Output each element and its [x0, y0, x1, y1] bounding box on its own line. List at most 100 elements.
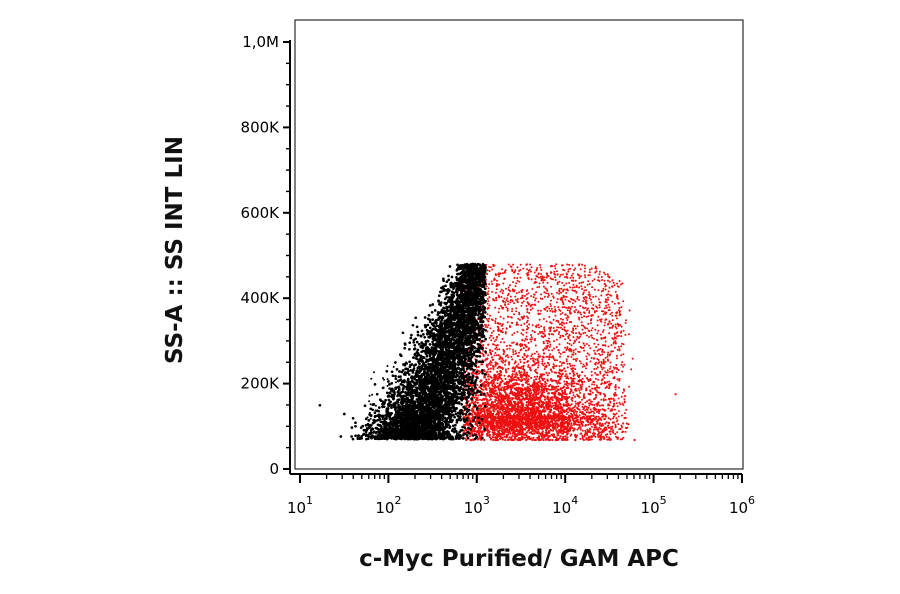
positive-event-dot	[578, 423, 581, 426]
positive-event-dot	[561, 398, 564, 401]
positive-event-dot	[566, 332, 568, 335]
positive-event-dot	[588, 336, 590, 338]
positive-event-dot	[535, 378, 538, 381]
positive-event-dot	[486, 405, 489, 408]
positive-event-dot	[530, 270, 532, 273]
positive-event-dot	[591, 432, 594, 435]
positive-event-dot	[589, 295, 591, 298]
positive-event-dot	[491, 350, 494, 353]
positive-event-dot	[564, 397, 567, 400]
positive-event-dot	[496, 348, 499, 351]
positive-event-dot	[595, 426, 598, 429]
positive-event-dot	[512, 377, 515, 380]
positive-event-dot	[552, 318, 555, 321]
positive-event-dot	[538, 377, 541, 380]
positive-event-dot	[546, 296, 549, 298]
positive-event-dot	[547, 402, 550, 405]
positive-event-dot	[628, 333, 630, 336]
positive-event-dot	[585, 343, 588, 345]
positive-event-dot	[604, 387, 607, 389]
positive-event-dot	[511, 434, 514, 437]
positive-event-dot	[508, 344, 511, 347]
positive-event-dot	[465, 438, 468, 442]
positive-event-dot	[510, 388, 513, 391]
positive-event-dot	[551, 349, 554, 352]
positive-event-dot	[591, 279, 594, 282]
positive-event-dot	[541, 360, 544, 363]
positive-event-dot	[557, 388, 560, 391]
positive-event-dot	[514, 361, 517, 364]
positive-event-dot	[622, 436, 625, 439]
positive-event-dot	[527, 418, 530, 421]
positive-event-dot	[581, 263, 584, 266]
positive-event-dot	[558, 292, 561, 295]
positive-event-dot	[533, 352, 536, 355]
positive-event-dot	[553, 407, 556, 410]
positive-event-dot	[598, 404, 601, 407]
positive-event-dot	[490, 425, 493, 428]
positive-event-dot	[572, 411, 576, 414]
positive-event-dot	[560, 323, 562, 326]
positive-event-dot	[520, 367, 522, 370]
positive-event-dot	[543, 330, 546, 333]
positive-event-dot	[582, 281, 585, 284]
positive-event-dot	[579, 420, 583, 423]
positive-event-dot	[587, 293, 590, 296]
positive-event-dot	[495, 399, 498, 402]
positive-event-dot	[570, 274, 573, 277]
positive-event-dot	[559, 431, 562, 434]
positive-event-dot	[564, 338, 566, 341]
positive-event-dot	[487, 368, 490, 371]
positive-event-dot	[578, 277, 581, 279]
positive-event-dot	[610, 344, 613, 347]
positive-event-dot	[601, 382, 604, 385]
positive-event-dot	[494, 389, 497, 392]
positive-event-dot	[587, 435, 591, 438]
positive-event-dot	[517, 438, 520, 442]
positive-event-dot	[602, 366, 605, 369]
positive-event-dot	[475, 430, 478, 433]
positive-event-dot	[602, 310, 605, 313]
positive-event-dot	[555, 364, 558, 367]
positive-event-dot	[569, 388, 573, 391]
positive-event-dot	[479, 427, 482, 430]
positive-event-dot	[529, 308, 532, 311]
positive-event-dot	[508, 363, 511, 366]
positive-event-dot	[485, 398, 488, 401]
positive-event-dot	[593, 349, 596, 352]
positive-event-dot	[616, 311, 618, 314]
positive-event-dot	[489, 370, 492, 373]
positive-event-dot	[570, 356, 573, 358]
positive-event-dot	[529, 366, 532, 369]
positive-event-dot	[609, 361, 612, 364]
positive-event-dot	[494, 291, 497, 294]
positive-event-dot	[565, 360, 568, 363]
positive-event-dot	[554, 309, 557, 312]
positive-event-dot	[587, 307, 589, 310]
positive-event-dot	[621, 402, 624, 405]
positive-event-dot	[501, 361, 504, 364]
positive-event-dot	[575, 389, 578, 392]
positive-event-dot	[572, 380, 575, 383]
positive-event-dot	[567, 336, 570, 340]
positive-event-dot	[583, 264, 586, 267]
positive-event-dot	[530, 400, 533, 404]
positive-event-dot	[494, 437, 497, 440]
positive-event-dot	[589, 402, 592, 405]
positive-event-dot	[612, 417, 615, 420]
positive-event-dot	[523, 354, 526, 357]
positive-event-dot	[611, 425, 614, 428]
positive-event-dot	[619, 427, 622, 430]
positive-event-dot	[523, 322, 526, 325]
positive-event-dot	[474, 400, 477, 404]
positive-event-dot	[511, 370, 514, 373]
positive-event-dot	[554, 404, 557, 407]
positive-event-dot	[516, 277, 519, 280]
positive-event-dot	[563, 306, 566, 309]
positive-event-dot	[528, 393, 531, 396]
positive-event-dot	[520, 392, 524, 395]
positive-event-dot	[555, 320, 558, 322]
positive-event-dot	[542, 340, 545, 343]
positive-event-dot	[615, 402, 618, 405]
positive-event-dot	[531, 357, 535, 360]
